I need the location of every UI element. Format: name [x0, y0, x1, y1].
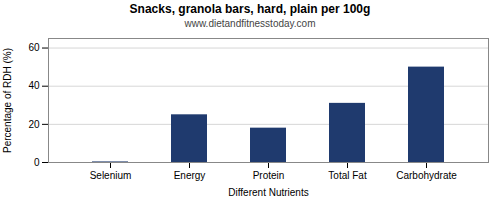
svg-text:Protein: Protein — [253, 170, 285, 181]
html-text:www.dietandfitnesstoday.com: www.dietandfitnesstoday.com — [184, 18, 316, 29]
svg-text:Energy: Energy — [174, 170, 206, 181]
svg-text:20: 20 — [28, 119, 40, 130]
svg-text:Total Fat: Total Fat — [328, 170, 367, 181]
svg-text:Percentage of RDH (%): Percentage of RDH (%) — [2, 48, 13, 153]
svg-text:60: 60 — [28, 42, 40, 53]
svg-text:40: 40 — [28, 80, 40, 91]
svg-text:0: 0 — [34, 157, 40, 168]
html-text:Snacks, granola bars, hard, pl: Snacks, granola bars, hard, plain per 10… — [129, 2, 371, 16]
svg-text:Carbohydrate: Carbohydrate — [396, 170, 457, 181]
svg-text:Selenium: Selenium — [90, 170, 132, 181]
svg-text:Different Nutrients: Different Nutrients — [228, 187, 308, 198]
